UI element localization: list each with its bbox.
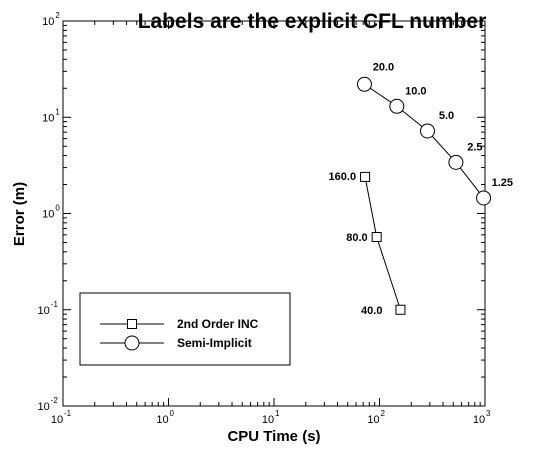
x-tick-label-exponent: 1	[275, 409, 280, 418]
legend-marker-semi-implicit	[124, 335, 140, 351]
x-tick-label: 10	[367, 414, 379, 426]
data-label-2nd-order-inc: 40.0	[361, 305, 382, 317]
data-point-semi-implicit	[476, 190, 492, 206]
x-tick-label-exponent: 2	[381, 409, 386, 418]
y-tick-label-exponent: 2	[55, 11, 60, 20]
y-tick-label: 10	[42, 16, 54, 28]
data-point-2nd-order-inc	[371, 231, 382, 242]
data-point-2nd-order-inc	[395, 304, 406, 315]
x-tick-label-exponent: 3	[486, 409, 491, 418]
x-tick-label: 10	[473, 414, 485, 426]
data-label-semi-implicit: 1.25	[492, 177, 513, 189]
data-label-semi-implicit: 5.0	[439, 110, 454, 122]
y-axis-label: Error (m)	[11, 182, 28, 246]
data-point-semi-implicit	[448, 154, 464, 170]
y-tick-label-exponent: 0	[55, 204, 60, 213]
data-label-semi-implicit: 2.5	[467, 141, 482, 153]
data-point-2nd-order-inc	[360, 171, 371, 182]
data-point-semi-implicit	[356, 76, 372, 92]
y-tick-label-exponent: -1	[51, 300, 59, 309]
y-tick-label-exponent: -2	[51, 396, 59, 405]
series-line-semi-implicit	[364, 83, 484, 199]
series-2nd-order-inc: 160.0 80.0 40.0	[329, 171, 406, 317]
series-line-2nd-order-inc	[364, 176, 401, 310]
x-tick-label-exponent: 0	[170, 409, 175, 418]
y-tick-label: 10	[42, 209, 54, 221]
series-semi-implicit: 20.0 10.0 5.0 2.5 1.25	[356, 61, 513, 206]
legend: 2nd Order INC Semi-Implicit	[79, 292, 291, 366]
legend-label-semi-implicit: Semi-Implicit	[177, 336, 252, 350]
legend-marker-2nd-order-inc	[127, 319, 137, 329]
series-layer: 160.0 80.0 40.0 20.0 10.0 5.0 2.5 1.25	[329, 61, 513, 316]
x-tick-label: 10	[262, 414, 274, 426]
data-label-2nd-order-inc: 160.0	[329, 171, 357, 183]
data-point-semi-implicit	[419, 123, 435, 139]
data-label-semi-implicit: 10.0	[405, 85, 426, 97]
legend-box	[79, 292, 291, 366]
legend-entry-2nd-order-inc: 2nd Order INC	[100, 317, 259, 331]
y-tick-label: 10	[38, 401, 50, 413]
x-axis-label: CPU Time (s)	[227, 428, 320, 445]
x-tick-label: 10	[51, 414, 63, 426]
y-tick-label: 10	[42, 112, 54, 124]
legend-entry-semi-implicit: Semi-Implicit	[100, 335, 252, 351]
data-point-semi-implicit	[389, 98, 405, 114]
minor-ticks	[63, 21, 485, 406]
x-tick-label: 10	[156, 414, 168, 426]
x-tick-label-exponent: -1	[64, 409, 72, 418]
legend-label-2nd-order-inc: 2nd Order INC	[177, 317, 259, 331]
y-tick-label-exponent: 1	[55, 107, 60, 116]
data-label-2nd-order-inc: 80.0	[346, 232, 367, 244]
y-tick-label: 10	[38, 305, 50, 317]
data-label-semi-implicit: 20.0	[373, 61, 394, 73]
major-ticks	[62, 20, 486, 407]
